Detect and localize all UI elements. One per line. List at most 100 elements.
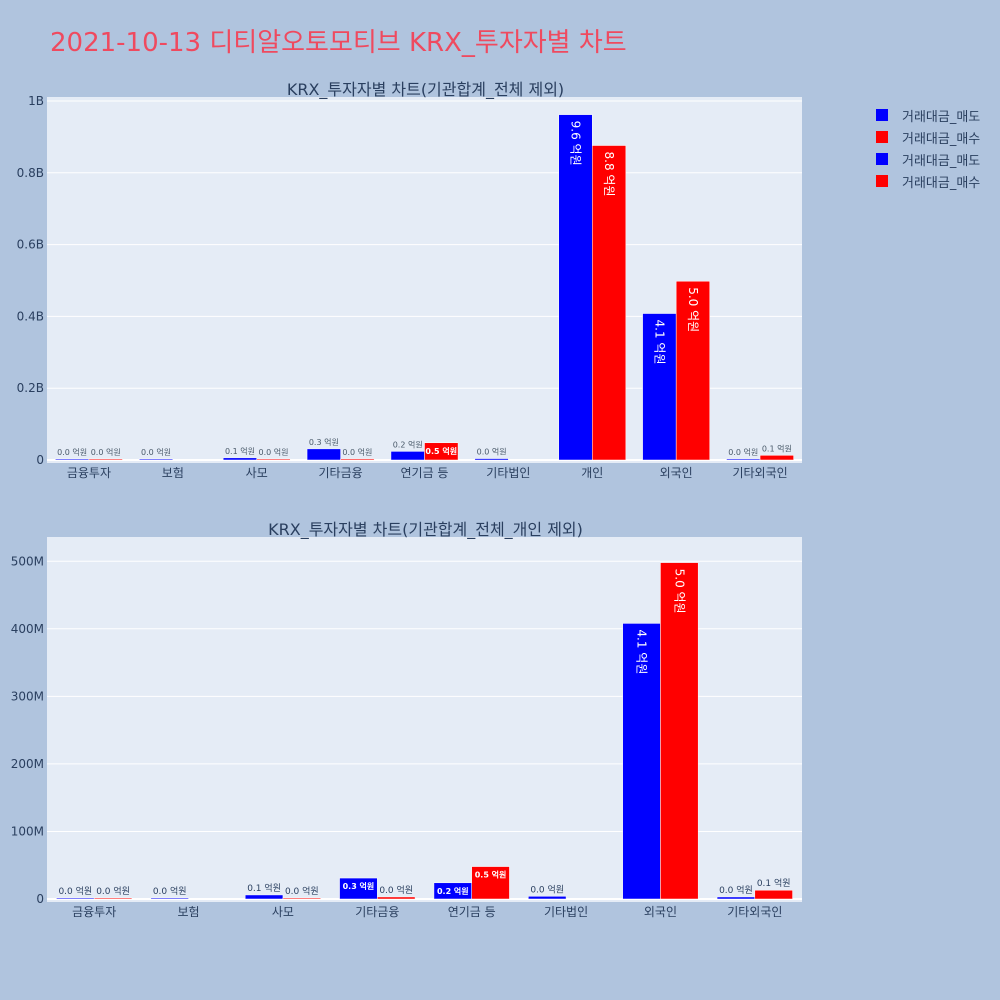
bar-buy [340,458,375,461]
bar-sell [528,896,567,900]
bar-data-label: 0.2 억원 [437,886,469,896]
legend-item[interactable]: 거래대금_매도 [876,148,980,170]
bar-data-label: 0.1 억원 [247,882,281,894]
x-tick-label: 금융투자 [67,466,111,480]
x-tick-label: 기타법인 [544,905,588,919]
y-tick-label: 0 [36,453,44,467]
bar-data-label: 0.0 억원 [285,885,319,897]
bar-sell [716,896,756,900]
bar-buy [592,145,627,461]
x-tick-label: 연기금 등 [401,466,449,480]
y-tick-label: 0.4B [17,309,44,323]
bar-data-label: 9.6 억원 [569,121,583,166]
bar-buy [660,562,699,900]
bar-data-label: 0.0 억원 [96,885,130,897]
bar-buy [93,897,133,900]
bar-buy [471,866,510,900]
y-tick-label: 100M [11,824,44,838]
y-tick-label: 1B [28,94,44,108]
legend-label: 거래대금_매수 [902,131,981,147]
x-tick-label: 사모 [272,905,294,919]
y-tick-label: 400M [11,622,44,636]
bar-sell [558,114,593,461]
bar-data-label: 0.0 억원 [91,447,121,457]
bar-buy [759,455,794,461]
y-tick-label: 200M [11,757,44,771]
bar-data-label: 0.0 억원 [153,885,187,897]
x-tick-label: 보험 [162,466,184,480]
y-tick-label: 0.2B [17,381,44,395]
bar-data-label: 0.0 억원 [58,885,92,897]
bar-sell [339,877,378,900]
bar-data-label: 0.0 억원 [259,447,289,457]
bar-buy [424,442,459,461]
bar-data-label: 0.0 억원 [728,447,758,457]
chart-title: KRX_투자자별 차트(기관합계_전체 제외) [287,80,564,100]
bar-chart-2: 0 100M 200M 300M 400M 500M KRX_투자자별 차트(기관합계_전체… [11,520,802,919]
page-title: 2021-10-13 디티알오토모티브 KRX_투자자별 차트 [50,28,627,58]
bar-data-label: 5.0 억원 [686,287,700,332]
bar-data-label: 0.0 억원 [530,883,564,895]
bar-data-label: 0.0 억원 [379,884,413,896]
bar-data-label: 0.5 억원 [475,870,507,880]
bar-data-label: 8.8 억원 [602,152,616,197]
legend-label: 거래대금_매도 [902,109,981,125]
legend-swatch-buy [876,131,888,143]
x-tick-label: 기타금융 [355,905,399,919]
bar-sell [56,897,95,900]
legend-item[interactable]: 거래대금_매도 [876,104,980,126]
x-tick-label: 개인 [581,466,603,480]
legend-swatch-sell [876,153,888,165]
legend-swatch-buy [876,175,888,187]
x-tick-label: 기타법인 [486,466,530,480]
bar-data-label: 0.0 억원 [141,447,171,457]
bar-data-label: 0.0 억원 [342,447,372,457]
bar-buy [377,896,416,900]
x-tick-label: 보험 [178,905,200,919]
bar-data-label: 0.0 억원 [719,884,753,896]
bar-data-label: 0.0 억원 [477,447,507,457]
bar-sell [622,623,661,900]
bar-sell [222,457,257,461]
bar-sell [244,894,284,900]
x-tick-label: 사모 [246,466,268,480]
bar-data-label: 4.1 억원 [635,629,649,674]
bar-data-label: 0.0 억원 [57,447,87,457]
bar-buy [88,458,123,461]
chart-title: KRX_투자자별 차트(기관합계_전체_개인 제외) [268,520,583,540]
legend-item[interactable]: 거래대금_매수 [876,170,980,192]
bar-sell [474,458,509,461]
bar-data-label: 0.5 억원 [425,446,457,456]
bar-sell [390,451,425,461]
bar-data-label: 0.3 억원 [309,437,339,447]
y-tick-label: 0.6B [17,238,44,252]
bar-buy [282,897,321,900]
y-tick-label: 0 [36,892,44,906]
bar-data-label: 5.0 억원 [672,569,686,614]
bar-sell [139,458,174,461]
bar-data-label: 0.3 억원 [343,881,375,891]
bar-buy [754,889,793,900]
bar-sell [306,448,341,461]
legend-label: 거래대금_매도 [902,153,981,169]
bar-chart-1: 0 0.2B 0.4B 0.6B 0.8B 1B KRX_투자자별 차트(기관합계_전체 제… [17,80,802,480]
bar-sell [726,458,761,461]
bar-data-label: 0.2 억원 [393,439,423,449]
bar-buy [675,280,710,461]
x-tick-label: 외국인 [644,905,677,919]
bar-data-label: 4.1 억원 [652,320,666,365]
legend-label: 거래대금_매수 [902,175,981,191]
x-tick-label: 외국인 [660,466,693,480]
legend-swatch-sell [876,109,888,121]
x-tick-label: 기타외국인 [727,905,782,919]
y-tick-label: 500M [11,554,44,568]
x-tick-label: 기타금융 [319,466,363,480]
y-tick-label: 0.8B [17,166,44,180]
bar-data-label: 0.1 억원 [757,877,791,889]
bar-data-label: 0.1 억원 [225,446,255,456]
legend-item[interactable]: 거래대금_매수 [876,126,980,148]
x-tick-label: 기타외국인 [732,466,787,480]
legend: 거래대금_매도 거래대금_매수 거래대금_매도 거래대금_매수 [876,104,980,192]
bar-sell [150,897,189,900]
